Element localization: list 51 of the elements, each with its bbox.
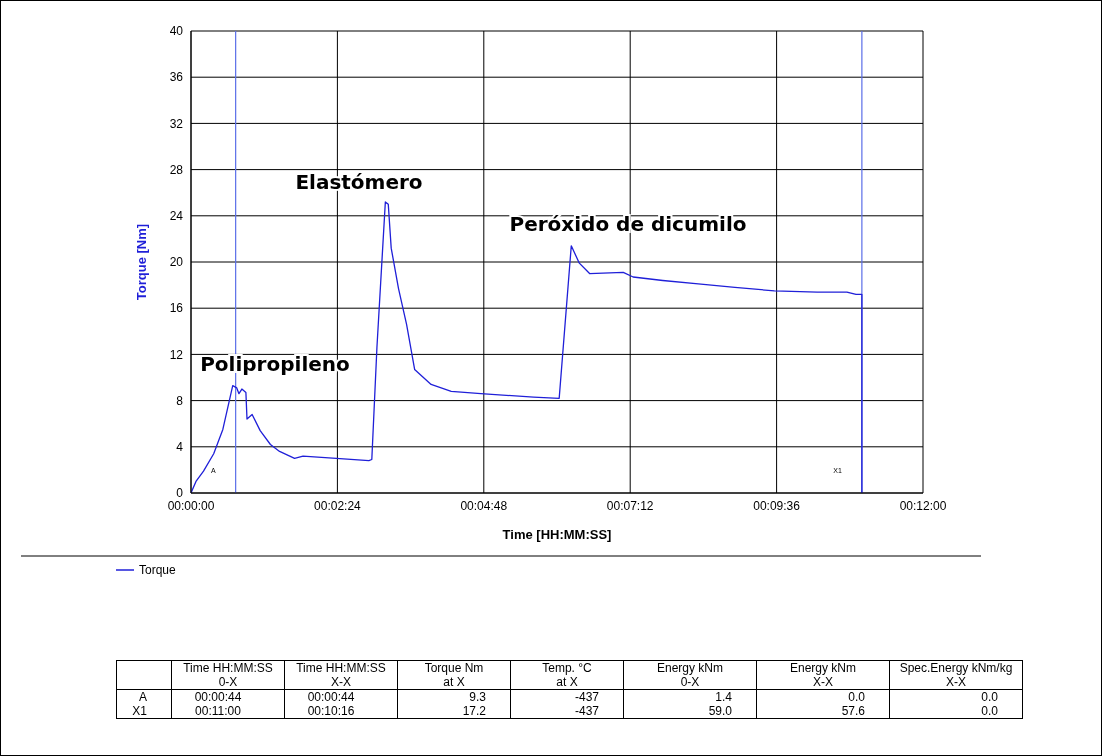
text: 0.0	[756, 689, 890, 704]
y-tick-label: 32	[169, 116, 184, 131]
text: X1	[116, 704, 172, 719]
x-tick-label: 00:02:24	[314, 498, 362, 513]
text: 17.2	[397, 704, 511, 719]
y-tick-label: 36	[169, 70, 184, 85]
text: 00:10:16	[284, 704, 398, 719]
y-tick-label: 28	[169, 162, 184, 177]
text: 0-X	[171, 675, 285, 690]
y-axis-title: Torque [Nm]	[133, 223, 149, 301]
text: 57.6	[756, 704, 890, 719]
y-tick-label: 12	[169, 347, 184, 362]
category-label: Temp. °C	[510, 660, 624, 675]
y-tick-label: 8	[176, 393, 184, 408]
text: A	[116, 689, 172, 704]
text: 00:11:00	[171, 704, 285, 719]
x-tick-label: 00:00:00	[167, 498, 215, 513]
legend-label: Torque	[139, 563, 176, 577]
category-label: Torque Nm	[397, 660, 511, 675]
text: 00:00:44	[171, 689, 285, 704]
text: 0.0	[889, 704, 1023, 719]
text: -437	[510, 704, 624, 719]
line-series	[191, 201, 863, 493]
y-tick-label: 40	[169, 24, 184, 39]
text: at X	[397, 675, 511, 690]
text: X-X	[756, 675, 890, 690]
category-label: Time HH:MM:SS	[171, 660, 285, 675]
text: 59.0	[623, 704, 757, 719]
x-tick-label: 00:07:12	[606, 498, 654, 513]
y-tick-label: 20	[169, 255, 184, 270]
x-tick-label: 00:12:00	[899, 498, 947, 513]
y-tick-label: 4	[176, 440, 184, 455]
y-tick-label: 16	[169, 301, 184, 316]
text: 00:00:44	[284, 689, 398, 704]
text: X-X	[889, 675, 1023, 690]
x-axis-title: Time [HH:MM:SS]	[502, 527, 612, 542]
text: -437	[510, 689, 624, 704]
text: 9.3	[397, 689, 511, 704]
text: 0.0	[889, 689, 1023, 704]
y-tick-label: 0	[176, 486, 184, 501]
category-label: Energy kNm	[756, 660, 890, 675]
x-tick-label: 00:04:48	[460, 498, 508, 513]
text: X-X	[284, 675, 398, 690]
category-label: Time HH:MM:SS	[284, 660, 398, 675]
text: 0-X	[623, 675, 757, 690]
category-label: Energy kNm	[623, 660, 757, 675]
category-label: Spec.Energy kNm/kg	[889, 660, 1023, 675]
x-tick-label: 00:09:36	[753, 498, 801, 513]
y-tick-label: 24	[169, 209, 184, 224]
text: at X	[510, 675, 624, 690]
text: 1.4	[623, 689, 757, 704]
